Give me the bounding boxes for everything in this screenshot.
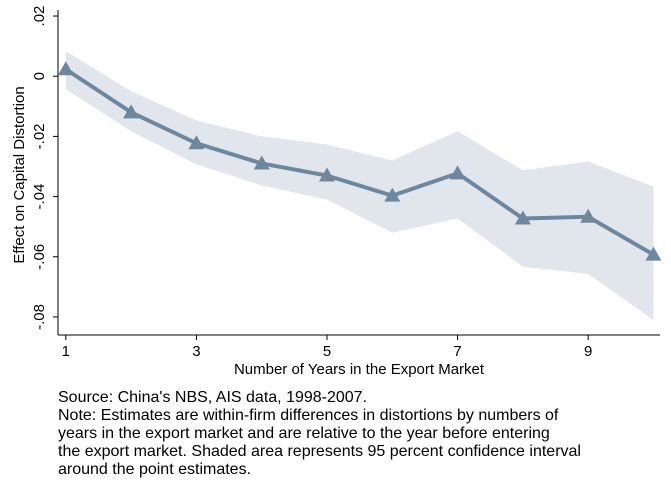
estimate-line — [64, 67, 655, 257]
y-tick-label: .02 — [31, 6, 48, 27]
x-tick-label: 9 — [584, 343, 592, 360]
y-tick-label: 0 — [31, 72, 48, 80]
note-line: Note: Estimates are within-firm differen… — [58, 407, 559, 424]
estimate-marker — [645, 246, 662, 261]
x-tick-label: 5 — [323, 343, 331, 360]
y-tick-label: -.04 — [31, 184, 48, 210]
x-tick-label: 3 — [192, 343, 200, 360]
note-line: around the point estimates. — [58, 461, 251, 478]
estimate-marker — [123, 104, 140, 119]
estimate-marker — [253, 155, 270, 170]
x-axis-label: Number of Years in the Export Market — [234, 361, 485, 378]
estimate-marker — [188, 135, 205, 150]
estimate-marker — [514, 210, 531, 225]
y-tick-label: -.08 — [31, 304, 48, 330]
estimate-marker — [319, 167, 336, 182]
y-tick-label: -.06 — [31, 244, 48, 270]
note-line: years in the export market and are relat… — [58, 425, 550, 442]
y-axis-label: Effect on Capital Distortion — [11, 86, 28, 263]
x-tick-label: 1 — [62, 343, 70, 360]
estimate-marker — [449, 165, 466, 180]
estimate-marker — [384, 187, 401, 202]
note-line: the export market. Shaded area represent… — [58, 443, 581, 460]
y-tick-label: -.02 — [31, 123, 48, 149]
estimate-marker — [57, 61, 74, 76]
note-line: Source: China's NBS, AIS data, 1998-2007… — [58, 389, 367, 406]
estimate-marker — [580, 208, 597, 223]
x-tick-label: 7 — [453, 343, 461, 360]
